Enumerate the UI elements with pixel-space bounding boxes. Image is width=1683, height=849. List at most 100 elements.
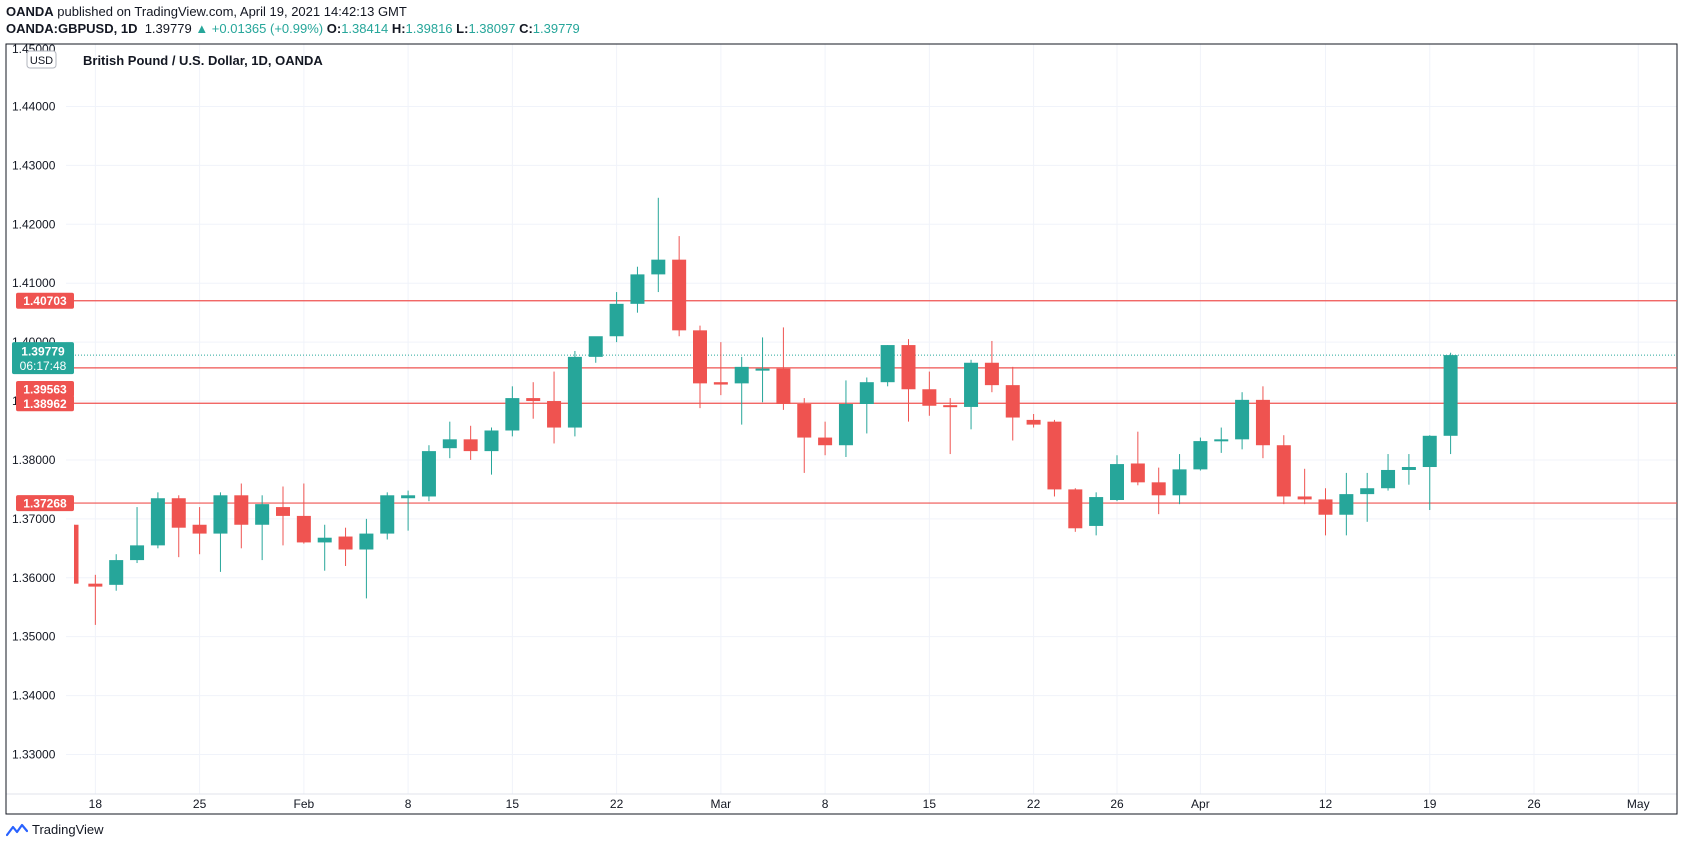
y-tick-label: 1.38000 xyxy=(12,453,56,467)
candle-body xyxy=(317,537,332,543)
candle xyxy=(776,327,791,410)
candle-body xyxy=(734,366,749,384)
publish-line: OANDA published on TradingView.com, Apri… xyxy=(6,4,407,20)
candle-body xyxy=(359,533,374,550)
candle-body xyxy=(901,345,916,390)
currency-badge-box xyxy=(26,50,57,69)
level-price-tag-box xyxy=(16,395,74,412)
candle-body xyxy=(1401,467,1416,470)
candle-body xyxy=(713,382,728,385)
x-tick-label: 8 xyxy=(405,797,412,811)
candle-body xyxy=(505,398,520,431)
candle-body xyxy=(171,498,186,528)
candle-body xyxy=(74,524,79,584)
y-tick-label: 1.35000 xyxy=(12,630,56,644)
footer-brand[interactable]: TradingView xyxy=(6,822,104,837)
y-tick-label: 1.43000 xyxy=(12,158,56,172)
candle xyxy=(1401,454,1416,485)
candle xyxy=(526,382,541,419)
countdown-tag: 06:17:48 xyxy=(20,359,67,373)
candle-body xyxy=(1360,488,1375,495)
y-tick-label: 1.41000 xyxy=(12,276,56,290)
high-value: 1.39816 xyxy=(405,21,453,36)
candle xyxy=(442,421,457,459)
candle xyxy=(317,524,332,571)
last-price-text: 1.39779 xyxy=(144,21,192,36)
candle-body xyxy=(421,451,436,497)
chart-frame xyxy=(5,43,1678,815)
candle-body xyxy=(1297,496,1312,500)
candle-body xyxy=(880,345,895,383)
candle-body xyxy=(1422,435,1437,468)
candle xyxy=(734,356,749,425)
candle xyxy=(1193,437,1208,471)
candle-body xyxy=(693,330,707,384)
candle xyxy=(693,325,707,409)
candle xyxy=(651,197,666,293)
candle-body xyxy=(213,495,228,534)
candle-body xyxy=(1339,494,1354,515)
candle xyxy=(192,507,207,555)
candle xyxy=(1047,419,1062,497)
candle xyxy=(1214,427,1229,453)
candle xyxy=(421,445,436,502)
candle xyxy=(1110,455,1124,502)
candle-body xyxy=(964,362,979,407)
x-tick-label: 22 xyxy=(610,797,624,811)
candle xyxy=(567,350,582,437)
change-text: ▲ +0.01365 (+0.99%) xyxy=(195,21,324,36)
candle-body xyxy=(1068,489,1083,529)
published-text: published on TradingView.com, April 19, … xyxy=(57,4,407,19)
level-price-tag-box xyxy=(16,292,74,309)
candle-body xyxy=(609,303,624,337)
x-tick-label: 25 xyxy=(193,797,207,811)
candle-body xyxy=(1026,419,1041,425)
candle xyxy=(1360,472,1375,522)
candle xyxy=(1068,488,1083,532)
candle-body xyxy=(109,560,124,585)
candle-body xyxy=(1193,441,1208,470)
candle xyxy=(463,425,478,460)
candle xyxy=(213,492,228,572)
candle-body xyxy=(859,382,874,404)
candle-body xyxy=(818,437,833,446)
last-price-tag: 1.39779 xyxy=(21,345,65,359)
candle-body xyxy=(192,524,207,534)
candle xyxy=(171,495,186,558)
close-label: C: xyxy=(519,21,533,36)
symbol-label: OANDA:GBPUSD, 1D xyxy=(6,21,138,36)
candle-body xyxy=(463,439,478,452)
candle xyxy=(1276,435,1291,505)
candle xyxy=(255,495,270,561)
candle xyxy=(1318,488,1333,536)
candle-body xyxy=(922,389,937,406)
candle-body xyxy=(1110,464,1124,501)
candle-body xyxy=(255,504,270,525)
candle-body xyxy=(943,405,958,408)
y-tick-label: 1.37000 xyxy=(12,512,56,526)
last-price-tag-box xyxy=(12,342,74,375)
x-axis-labels: 18 25 Feb 8 15 22 Mar 8 15 22 26 Apr 12 19 26 May xyxy=(89,797,1650,811)
candle xyxy=(1151,467,1166,515)
candle-body xyxy=(1130,463,1145,483)
x-tick-label: 26 xyxy=(1110,797,1124,811)
candle xyxy=(74,524,79,584)
level-price-tag: 1.40703 xyxy=(23,294,67,308)
candle xyxy=(234,483,249,549)
x-tick-label: 15 xyxy=(506,797,520,811)
candle xyxy=(1297,468,1312,505)
candle xyxy=(1339,472,1354,536)
candle-body xyxy=(1276,445,1291,497)
candle-body xyxy=(150,498,165,546)
x-tick-label: 18 xyxy=(89,797,103,811)
x-tick-label: Mar xyxy=(711,797,732,811)
low-value: 1.38097 xyxy=(468,21,516,36)
x-tick-label: 19 xyxy=(1423,797,1437,811)
candle-body xyxy=(88,583,103,587)
candle xyxy=(359,518,374,599)
candle-body xyxy=(755,368,770,371)
candle-body xyxy=(442,439,457,449)
candle-body xyxy=(776,368,791,404)
candle-body xyxy=(797,403,812,438)
